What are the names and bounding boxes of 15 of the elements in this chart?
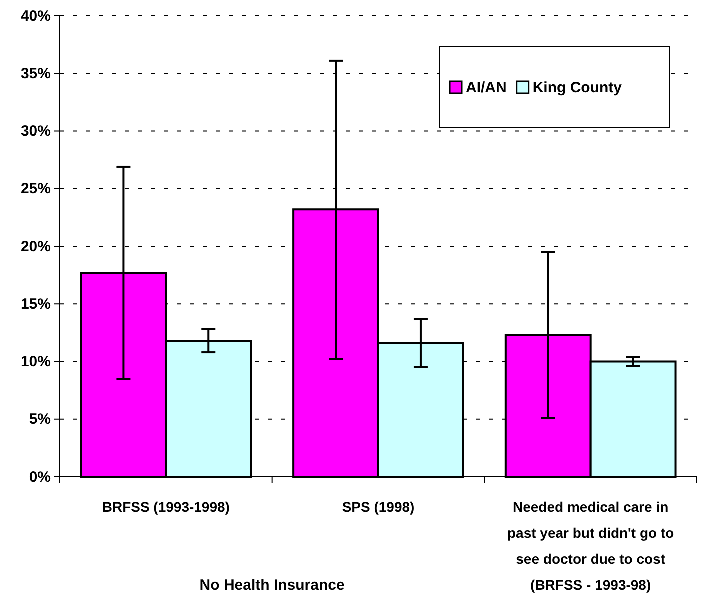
legend-label: AI/AN [466,80,507,96]
y-tick-label: 15% [20,296,51,313]
y-tick-label: 35% [20,65,51,82]
y-tick-label: 20% [20,238,51,256]
x-tick-label: SPS (1998) [342,499,415,515]
y-tick-label: 30% [20,123,51,140]
x-tick-label: Needed medical care in past year but didn't go to see doctor due to cost (BRFSS - 1993-98) [507,499,674,593]
y-tick-label: 10% [20,354,51,371]
text: No Health Insurance [200,577,345,594]
y-tick-label: 5% [29,411,51,428]
y-tick-label: 25% [20,180,51,198]
y-tick-label: 0% [29,468,51,486]
y-tick-label: 40% [20,8,51,25]
legend-label: King County [532,80,623,96]
x-tick-label: BRFSS (1993-1998) [102,499,230,515]
